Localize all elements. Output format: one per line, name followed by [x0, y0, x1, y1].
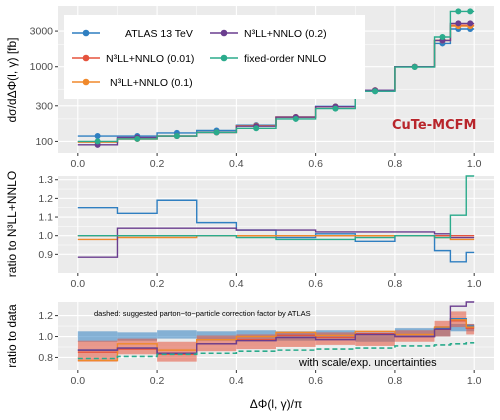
y-tick-label: 3000 — [30, 26, 54, 38]
y-tick-label: 1.2 — [38, 310, 53, 322]
data-point-nnlo — [253, 125, 260, 132]
band-n3ll-001 — [466, 323, 475, 335]
x-tick-label: 0.0 — [71, 375, 86, 387]
band-atlas — [450, 323, 467, 332]
band-n3ll-001 — [276, 332, 316, 347]
ratio-data-panel-x-ticks: 0.0 0.2 0.4 0.6 0.8 1.0 — [71, 370, 482, 387]
series-line-nnlo — [77, 342, 475, 360]
x-tick-label: 0.6 — [308, 158, 323, 170]
band-n3ll-001 — [157, 341, 197, 362]
ratio-nnlo-panel-y-axis-title: ratio to N³LL+NNLO — [5, 171, 19, 277]
band-n3ll-001 — [236, 334, 276, 350]
legend-marker-nnlo — [220, 54, 228, 62]
main-panel-x-ticks: 0.0 0.2 0.4 0.6 0.8 1.0 — [71, 153, 482, 170]
y-tick-label: 0.8 — [38, 352, 53, 364]
legend-label-atlas: ATLAS 13 TeV — [125, 28, 193, 40]
legend: ATLAS 13 TeV N³LL+NNLO (0.01) N³LL+NNLO … — [64, 15, 365, 99]
band-atlas — [117, 332, 158, 341]
legend-marker-n3ll-02 — [220, 29, 228, 37]
data-point-nnlo — [411, 64, 418, 71]
x-tick-label: 0.8 — [388, 375, 403, 387]
main-panel-y-axis-title: dσ/dΔΦ(l, γ) [fb] — [5, 37, 19, 122]
x-tick-label: 0.2 — [150, 278, 165, 290]
data-point-nnlo — [173, 133, 180, 140]
parton-to-particle-note: dashed: suggested parton−to−particle cor… — [94, 309, 311, 318]
band-n3ll-001 — [117, 338, 158, 355]
legend-marker-n3ll-001 — [82, 54, 90, 62]
y-tick-label: 1.2 — [38, 193, 53, 205]
cute-mcfm-watermark: CuTe-MCFM — [392, 118, 476, 133]
x-tick-label: 0.8 — [388, 278, 403, 290]
band-n3ll-001 — [355, 333, 395, 346]
main-panel-series — [77, 8, 475, 148]
ratio-nnlo-panel: 0.9 1.0 1.1 1.2 1.3 0.0 0.2 0.4 0.6 0.8 1.0 ratio… — [5, 171, 494, 290]
data-point-n3ll-02 — [455, 20, 462, 27]
x-tick-label: 1.0 — [467, 278, 482, 290]
main-panel: 100 300 1000 3000 0.0 0.2 0.4 0.6 0.8 1.0 dσ/dΔΦ… — [5, 6, 494, 170]
band-n3ll-001 — [77, 340, 118, 362]
y-tick-label: 100 — [35, 136, 53, 148]
ratio-data-panel-y-ticks: 0.8 1.0 1.2 — [38, 310, 58, 364]
x-tick-label: 0.4 — [229, 278, 244, 290]
legend-marker-atlas — [82, 29, 90, 37]
data-point-nnlo — [94, 138, 101, 145]
y-tick-label: 1.0 — [38, 331, 53, 343]
x-tick-label: 1.0 — [467, 158, 482, 170]
x-tick-label: 1.0 — [467, 375, 482, 387]
data-point-nnlo — [439, 33, 446, 40]
legend-box — [64, 15, 365, 99]
data-point-nnlo — [134, 135, 141, 142]
legend-entry-atlas: ATLAS 13 TeV — [72, 28, 193, 40]
ratio-data-panel: 0.8 1.0 1.2 0.0 0.2 0.4 0.6 0.8 1.0 ratio to da… — [5, 301, 494, 411]
legend-entry-n3ll-02: N³LL+NNLO (0.2) — [210, 28, 327, 40]
y-tick-label: 1.1 — [38, 212, 53, 224]
y-tick-label: 1000 — [30, 61, 54, 73]
x-tick-label: 0.6 — [308, 375, 323, 387]
legend-marker-n3ll-01 — [82, 78, 90, 86]
y-tick-label: 1.0 — [38, 230, 53, 242]
data-point-atlas — [94, 133, 101, 140]
data-point-nnlo — [292, 115, 299, 122]
x-tick-label: 0.8 — [388, 158, 403, 170]
legend-entry-nnlo: fixed-order NNLO — [210, 53, 326, 65]
x-tick-label: 0.0 — [71, 158, 86, 170]
legend-entry-n3ll-001: N³LL+NNLO (0.01) — [72, 53, 194, 65]
ratio-data-panel-series — [77, 301, 475, 362]
x-tick-label: 0.6 — [308, 278, 323, 290]
band-atlas — [77, 331, 118, 342]
ratio-nnlo-panel-x-ticks: 0.0 0.2 0.4 0.6 0.8 1.0 — [71, 273, 482, 290]
x-axis-title: ΔΦ(l, γ)/π — [250, 397, 303, 411]
series-line-nnlo — [77, 175, 475, 241]
x-tick-label: 0.0 — [71, 278, 86, 290]
data-point-n3ll-02 — [467, 20, 474, 27]
legend-label-n3ll-01: N³LL+NNLO (0.1) — [110, 77, 193, 89]
y-tick-label: 300 — [35, 100, 53, 112]
band-atlas — [157, 330, 197, 339]
x-tick-label: 0.2 — [150, 375, 165, 387]
ratio-data-panel-y-axis-title: ratio to data — [5, 304, 19, 368]
y-tick-label: 1.3 — [38, 174, 53, 186]
data-point-nnlo — [455, 8, 462, 15]
data-point-nnlo — [467, 8, 474, 15]
ratio-nnlo-panel-series — [77, 175, 475, 263]
legend-label-n3ll-02: N³LL+NNLO (0.2) — [244, 28, 327, 40]
data-point-nnlo — [213, 129, 220, 136]
band-n3ll-001 — [315, 332, 356, 345]
data-point-nnlo — [372, 88, 379, 95]
series-line-n3ll-02 — [77, 301, 475, 354]
data-point-nnlo — [332, 105, 339, 112]
x-tick-label: 0.4 — [229, 158, 244, 170]
y-tick-label: 0.9 — [38, 249, 53, 261]
x-tick-label: 0.2 — [150, 158, 165, 170]
legend-label-n3ll-001: N³LL+NNLO (0.01) — [106, 53, 194, 65]
x-tick-label: 0.4 — [229, 375, 244, 387]
legend-label-nnlo: fixed-order NNLO — [244, 53, 326, 65]
ratio-nnlo-panel-y-ticks: 0.9 1.0 1.1 1.2 1.3 — [38, 174, 58, 261]
main-panel-y-ticks: 100 300 1000 3000 — [30, 26, 58, 148]
uncertainty-note: with scale/exp. uncertainties — [298, 357, 437, 369]
legend-entry-n3ll-01: N³LL+NNLO (0.1) — [72, 77, 193, 89]
